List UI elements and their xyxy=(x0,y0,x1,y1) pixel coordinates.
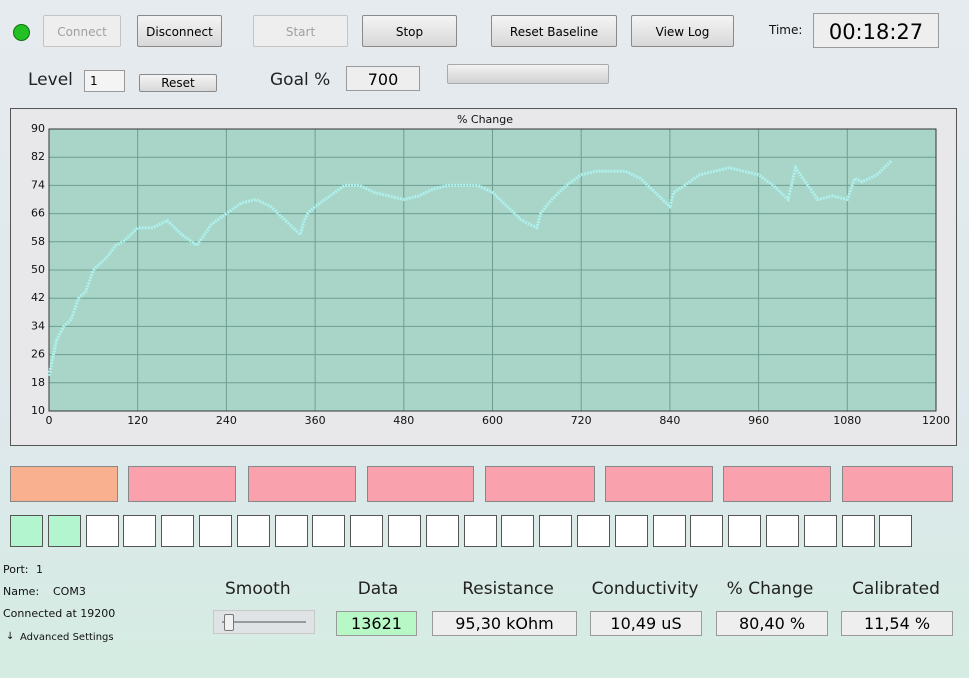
advanced-toggle-icon[interactable]: ↓ xyxy=(6,631,15,642)
readout-value: 95,30 kOhm xyxy=(432,611,577,636)
y-tick-label: 58 xyxy=(31,235,45,248)
progress-cell xyxy=(766,515,799,547)
name-label: Name: xyxy=(3,585,40,598)
smooth-label: Smooth xyxy=(225,579,291,599)
chart-frame: % Change 10 18 26 34 42 50 58 66 74 82 90 0 120 240 36… xyxy=(10,108,957,446)
progress-cell xyxy=(879,515,913,547)
x-tick-label: 480 xyxy=(393,414,414,427)
readout-label: Conductivity xyxy=(591,579,699,599)
progress-cell xyxy=(841,515,875,547)
progress-bar xyxy=(447,64,609,84)
level-block xyxy=(248,466,356,502)
port-value: 1 xyxy=(36,563,43,576)
y-tick-label: 10 xyxy=(31,404,45,417)
level-input[interactable]: 1 xyxy=(84,70,125,92)
level-block xyxy=(128,466,236,502)
chart-title: % Change xyxy=(457,113,513,126)
reset-baseline-button[interactable]: Reset Baseline xyxy=(491,15,617,47)
progress-cell xyxy=(501,515,535,547)
y-tick-label: 82 xyxy=(31,150,45,163)
data-line xyxy=(47,159,893,377)
readout-value: 13621 xyxy=(336,611,417,636)
level-label: Level xyxy=(28,70,73,90)
progress-cell xyxy=(236,515,270,547)
readout-value: 10,49 uS xyxy=(590,611,702,636)
connection-status: Connected at 19200 xyxy=(3,607,116,620)
level-block xyxy=(10,466,118,502)
readout-value: 80,40 % xyxy=(716,611,828,636)
y-tick-label: 50 xyxy=(31,263,45,276)
goal-display: 700 xyxy=(346,66,420,91)
x-tick-label: 120 xyxy=(127,414,148,427)
stop-button[interactable]: Stop xyxy=(362,15,457,47)
x-tick-label: 0 xyxy=(46,414,53,427)
readout-label: Resistance xyxy=(462,579,554,599)
status-led xyxy=(13,24,30,41)
x-tick-label: 240 xyxy=(216,414,237,427)
slider-thumb[interactable] xyxy=(224,614,234,631)
progress-cell xyxy=(388,515,421,547)
connect-button[interactable]: Connect xyxy=(43,15,121,47)
view-log-button[interactable]: View Log xyxy=(631,15,734,47)
progress-cell xyxy=(350,515,384,547)
progress-cell xyxy=(10,515,43,547)
progress-cell xyxy=(161,515,195,547)
advanced-settings[interactable]: Advanced Settings xyxy=(20,632,114,643)
progress-cell xyxy=(577,515,610,547)
time-label: Time: xyxy=(769,23,803,37)
plot-border xyxy=(48,128,937,412)
y-tick-label: 34 xyxy=(31,319,45,332)
readout-label: % Change xyxy=(726,579,814,599)
progress-cell xyxy=(728,515,762,547)
port-label: Port: xyxy=(3,563,29,576)
x-tick-label: 1080 xyxy=(833,414,861,427)
y-tick-label: 26 xyxy=(31,348,45,361)
y-tick-label: 42 xyxy=(31,291,45,304)
readout-label: Data xyxy=(357,579,399,599)
progress-cell xyxy=(85,515,119,547)
progress-cell xyxy=(690,515,724,547)
level-block xyxy=(485,466,595,502)
level-block xyxy=(367,466,474,502)
y-tick-label: 18 xyxy=(31,376,45,389)
x-tick-label: 960 xyxy=(748,414,769,427)
smooth-slider[interactable] xyxy=(213,610,315,634)
y-tick-label: 74 xyxy=(31,178,45,191)
chart: % Change 10 18 26 34 42 50 58 66 74 82 90 0 120 240 36… xyxy=(31,113,950,427)
progress-cell xyxy=(274,515,308,547)
x-tick-label: 840 xyxy=(659,414,680,427)
time-display: 00:18:27 xyxy=(813,13,939,48)
y-tick-label: 90 xyxy=(31,122,45,135)
progress-cell xyxy=(199,515,232,547)
x-tick-label: 360 xyxy=(305,414,326,427)
level-block xyxy=(605,466,713,502)
level-block xyxy=(723,466,831,502)
readout-label: Calibrated xyxy=(852,579,940,599)
readout-value: 11,54 % xyxy=(841,611,953,636)
x-tick-label: 720 xyxy=(571,414,592,427)
level-block xyxy=(842,466,953,502)
progress-cell xyxy=(47,515,81,547)
y-tick-label: 66 xyxy=(31,207,45,220)
x-tick-label: 1200 xyxy=(922,414,950,427)
progress-cell xyxy=(614,515,648,547)
progress-cell xyxy=(652,515,686,547)
disconnect-button[interactable]: Disconnect xyxy=(137,15,222,47)
progress-cell xyxy=(539,515,573,547)
progress-cell xyxy=(312,515,346,547)
progress-cell xyxy=(803,515,837,547)
progress-cell xyxy=(463,515,497,547)
start-button[interactable]: Start xyxy=(253,15,348,47)
progress-cell xyxy=(123,515,157,547)
progress-cell xyxy=(425,515,459,547)
goal-label: Goal % xyxy=(270,70,331,90)
level-reset-button[interactable]: Reset xyxy=(139,74,217,92)
name-value: COM3 xyxy=(53,585,86,598)
x-tick-label: 600 xyxy=(482,414,503,427)
